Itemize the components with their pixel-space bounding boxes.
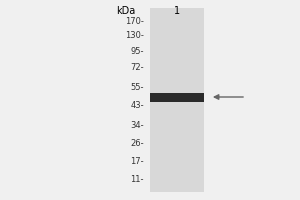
Bar [150, 92, 204, 102]
Text: 17-: 17- [130, 158, 144, 166]
Text: 11-: 11- [130, 176, 144, 184]
Text: 55-: 55- [130, 83, 144, 92]
Text: 34-: 34- [130, 120, 144, 130]
Text: 1: 1 [174, 6, 180, 16]
Bar [150, 8, 204, 192]
Text: 26-: 26- [130, 138, 144, 148]
Text: 130-: 130- [125, 30, 144, 40]
Text: 95-: 95- [130, 46, 144, 55]
Text: 170-: 170- [125, 17, 144, 25]
Text: 72-: 72- [130, 64, 144, 72]
Text: 43-: 43- [130, 102, 144, 110]
Text: kDa: kDa [116, 6, 136, 16]
